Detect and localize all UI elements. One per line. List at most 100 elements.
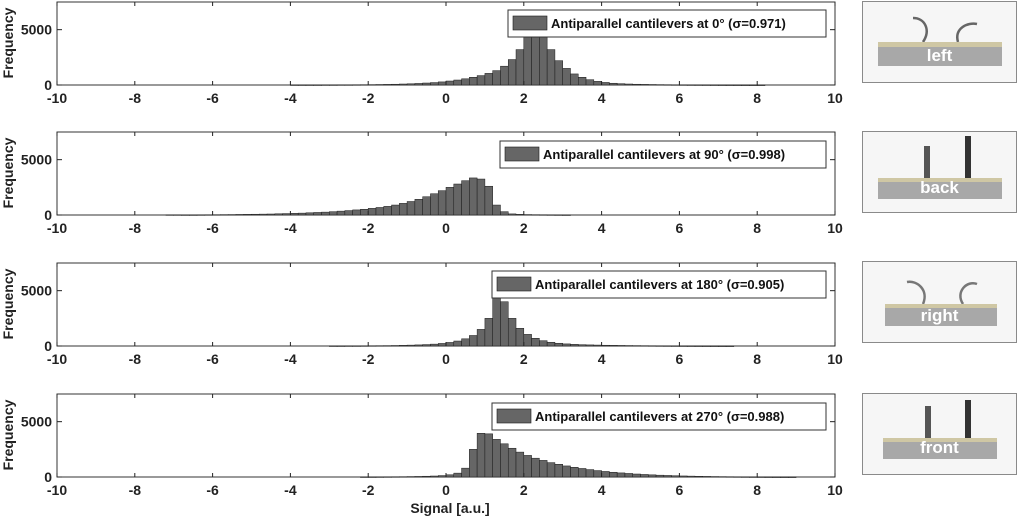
histogram-bar (484, 433, 493, 478)
histogram-bar (616, 472, 626, 478)
histogram-bar (686, 84, 696, 86)
x-tick-label: 2 (520, 90, 528, 106)
histogram-bar (523, 34, 532, 86)
x-tick-label: 10 (827, 220, 843, 236)
histogram-bar (329, 211, 338, 216)
histogram-bar (383, 206, 392, 216)
x-tick-label: 2 (520, 482, 528, 498)
histogram-bar (570, 344, 579, 347)
histogram-bar (313, 84, 322, 86)
histogram-bar (321, 84, 330, 86)
histogram-bar (609, 82, 618, 86)
histogram-bar (718, 345, 727, 347)
histogram-bar (531, 214, 540, 216)
histogram-bar (375, 345, 385, 347)
histogram-bar (515, 49, 525, 86)
panel: -10 -8 -6 -4 -2 0 2 4 6 8 10 0 5000 Frequency Antipa… (0, 262, 843, 367)
histogram-bar (492, 439, 501, 478)
histogram-bar (383, 476, 392, 478)
histogram-bar (562, 465, 571, 478)
histogram-bar (399, 83, 408, 86)
x-tick-label: -8 (129, 351, 142, 367)
x-axis-label: Signal [a.u.] (410, 500, 490, 516)
x-tick-label: -8 (129, 220, 142, 236)
histogram-bar (500, 65, 509, 86)
histogram-bar (391, 204, 400, 216)
y-tick-label: 0 (44, 338, 52, 354)
x-tick-label: -4 (284, 351, 297, 367)
histogram-bar (476, 178, 486, 216)
histogram-bar (546, 49, 556, 86)
histogram-bar (694, 84, 703, 86)
histogram-bar (507, 213, 517, 216)
histogram-bar (367, 84, 377, 86)
histogram-bar (741, 476, 750, 478)
histogram-bar (414, 476, 423, 478)
histogram-bar (181, 214, 190, 216)
histogram-bar (554, 342, 563, 347)
y-tick-label: 5000 (21, 22, 52, 38)
histogram-bar (251, 213, 260, 216)
histogram-bar (445, 474, 455, 478)
legend-text: Antiparallel cantilevers at 0° (σ=0.971) (551, 16, 786, 31)
histogram-bar (165, 214, 174, 216)
histogram-bar (189, 214, 198, 216)
histogram-bar (476, 75, 486, 86)
legend: Antiparallel cantilevers at 0° (σ=0.971) (507, 9, 827, 38)
histogram-bar (282, 213, 291, 216)
histogram-bar (243, 214, 252, 216)
histogram-bar (624, 473, 633, 478)
inset-front: front (862, 393, 1017, 475)
x-tick-label: -2 (362, 351, 375, 367)
inset-label: front (920, 438, 959, 457)
histogram-bar (671, 475, 680, 478)
histogram-bar (554, 214, 563, 216)
x-tick-label: 10 (827, 482, 843, 498)
histogram-bar (624, 345, 633, 347)
histogram-bar (492, 70, 501, 86)
x-tick-label: 8 (753, 351, 761, 367)
x-tick-label: 6 (676, 90, 684, 106)
histogram-bar (461, 467, 470, 478)
histogram-bar (562, 343, 571, 347)
histogram-bar (702, 476, 711, 478)
histogram-bar (725, 345, 735, 347)
bars-group (165, 177, 571, 216)
histogram-bar (422, 82, 431, 86)
histogram-bar (399, 476, 408, 478)
histogram-bar (593, 470, 602, 478)
x-tick-label: -8 (129, 482, 142, 498)
histogram-bar (266, 213, 276, 216)
y-tick-label: 5000 (21, 414, 52, 430)
histogram-bar (741, 84, 750, 86)
histogram-bar (196, 214, 206, 216)
histogram-bar (445, 187, 455, 216)
histogram-bar (391, 83, 400, 86)
cantilever-illustration (878, 136, 1002, 199)
histogram-bar (406, 344, 416, 347)
legend-text: Antiparallel cantilevers at 180° (σ=0.90… (535, 277, 784, 292)
histogram-bar (655, 345, 665, 347)
ticks-group: -10 -8 -6 -4 -2 0 2 4 6 8 10 0 5000 (21, 2, 843, 106)
histogram-bar (484, 185, 493, 216)
histogram-bar (375, 84, 385, 86)
cantilever-illustration (885, 280, 997, 326)
x-tick-label: -10 (47, 220, 67, 236)
histogram-bar (570, 73, 579, 86)
histogram-bar (601, 344, 610, 347)
inset-left: left (862, 1, 1017, 83)
histogram-bar (679, 345, 688, 347)
cantilever-illustration (883, 400, 997, 459)
histogram-bar (686, 475, 696, 478)
histogram-bar (297, 212, 307, 216)
histogram-bar (694, 345, 703, 347)
histogram-bar (422, 196, 431, 216)
x-tick-label: -10 (47, 90, 67, 106)
histogram-bar (476, 329, 486, 347)
histogram-bar (578, 77, 587, 86)
histogram-bar (554, 60, 563, 86)
bars-group (329, 277, 735, 347)
histogram-bar (523, 455, 532, 478)
histogram-bar (469, 177, 478, 216)
x-tick-label: 4 (598, 482, 606, 498)
